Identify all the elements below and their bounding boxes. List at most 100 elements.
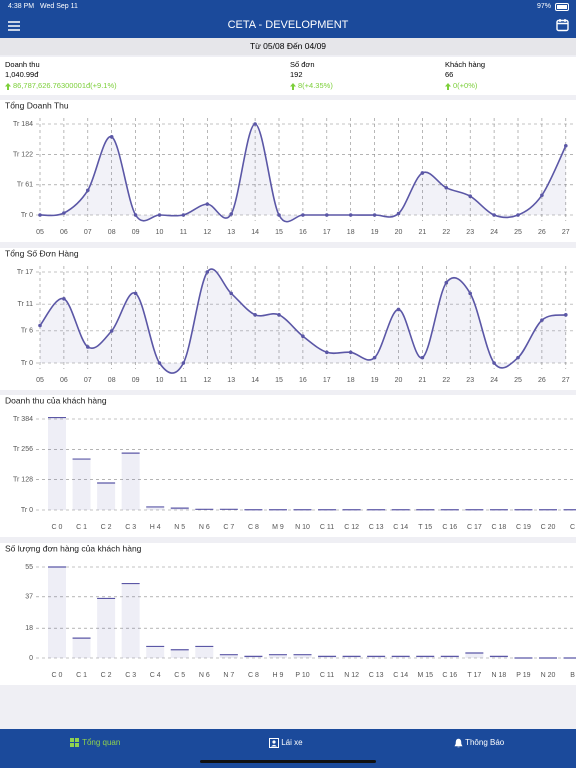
point bbox=[38, 323, 42, 328]
menu-button[interactable] bbox=[7, 20, 21, 32]
x-tick-label: 14 bbox=[251, 229, 259, 236]
x-tick-label: C 20 bbox=[541, 524, 556, 531]
y-tick-label: Tr 384 bbox=[13, 416, 33, 423]
tab[interactable]: Tổng quan bbox=[70, 738, 120, 748]
tab-label: Tổng quan bbox=[82, 738, 121, 748]
point bbox=[396, 211, 401, 216]
summary-label: Khách hàng bbox=[445, 60, 486, 69]
tab-icon bbox=[454, 738, 463, 748]
change-text: 0(+0%) bbox=[453, 81, 478, 90]
x-tick-label: C 16 bbox=[442, 672, 457, 679]
x-tick-label: C 2 bbox=[101, 672, 112, 679]
x-tick-label: C 17 bbox=[467, 524, 482, 531]
x-tick-label: H 9 bbox=[272, 672, 283, 679]
tab[interactable]: Thông Báo bbox=[454, 738, 504, 748]
x-tick-label: N 20 bbox=[541, 672, 556, 679]
x-tick-label: 13 bbox=[227, 377, 235, 384]
point bbox=[444, 280, 449, 285]
chart-title: Số lượng đơn hàng của khách hàng bbox=[5, 543, 142, 553]
point bbox=[253, 313, 257, 317]
x-tick-label: C 3 bbox=[125, 524, 136, 531]
point bbox=[348, 350, 353, 355]
chart-panel: Số lượng đơn hàng của khách hàng 0 18 37 55 C… bbox=[0, 543, 576, 685]
tab-icon bbox=[70, 738, 79, 747]
x-tick-label: 23 bbox=[466, 229, 474, 236]
point bbox=[205, 270, 210, 274]
x-tick-label: 10 bbox=[156, 229, 164, 236]
bar bbox=[146, 646, 165, 658]
x-tick-label: M 9 bbox=[272, 524, 284, 531]
x-tick-label: 25 bbox=[514, 229, 522, 236]
y-tick-label: Tr 11 bbox=[17, 301, 33, 308]
bar bbox=[146, 506, 165, 510]
bar bbox=[268, 654, 287, 658]
change-text: 8(+4.35%) bbox=[298, 81, 333, 90]
bar bbox=[121, 583, 140, 658]
point bbox=[301, 213, 305, 217]
x-tick-label: T 17 bbox=[467, 672, 481, 679]
point bbox=[229, 291, 233, 296]
point bbox=[301, 334, 305, 339]
x-tick-label: 10 bbox=[156, 377, 164, 384]
up-arrow bbox=[445, 82, 451, 90]
y-tick-label: Tr 17 bbox=[17, 269, 33, 276]
tab-label: Thông Báo bbox=[465, 738, 505, 748]
chart: Tổng Số Đơn Hàng Tr 0 Tr 6 Tr 11 Tr 17 05 06 07… bbox=[5, 248, 576, 384]
tab[interactable]: Lái xe bbox=[269, 738, 303, 748]
x-tick-label: 09 bbox=[132, 229, 140, 236]
y-tick-label: Tr 6 bbox=[21, 328, 33, 335]
x-tick-label: 19 bbox=[371, 229, 379, 236]
bar bbox=[72, 459, 91, 510]
bar bbox=[416, 656, 435, 658]
point bbox=[133, 291, 138, 296]
x-tick-label: C 3 bbox=[125, 672, 136, 679]
chart: Số lượng đơn hàng của khách hàng 0 18 37 55 C… bbox=[5, 543, 576, 679]
point bbox=[325, 350, 329, 355]
x-tick-label: 18 bbox=[347, 229, 355, 236]
x-tick-label: 09 bbox=[132, 377, 140, 384]
point bbox=[157, 361, 162, 365]
x-tick-label: 12 bbox=[203, 229, 211, 236]
bar bbox=[72, 638, 91, 658]
summary-change: 0(+0%) bbox=[445, 81, 477, 90]
point bbox=[38, 213, 42, 217]
x-tick-label: C 13 bbox=[369, 524, 384, 531]
x-tick-label: P 19 bbox=[516, 672, 530, 679]
x-tick-label: C 14 bbox=[393, 672, 408, 679]
bar bbox=[97, 598, 116, 658]
x-tick-label: 21 bbox=[419, 377, 427, 384]
x-tick-label: 18 bbox=[347, 377, 355, 384]
chart-panel: Doanh thu của khách hàng Tr 0 Tr 128 Tr 256… bbox=[0, 395, 576, 537]
bar bbox=[121, 453, 140, 510]
x-tick-label: C 12 bbox=[344, 524, 359, 531]
x-tick-label: 05 bbox=[36, 229, 44, 236]
header: 4:38 PM Wed Sep 11 97% CETA - DEVELOPMEN… bbox=[0, 0, 576, 38]
point bbox=[420, 171, 425, 175]
status-time: 4:38 PM bbox=[8, 3, 35, 10]
summary-label: Doanh thu bbox=[5, 60, 40, 69]
summary-change: 8(+4.35%) bbox=[290, 81, 333, 90]
line bbox=[39, 123, 567, 223]
x-tick-label: 20 bbox=[395, 229, 403, 236]
x-tick-label: M 15 bbox=[417, 672, 433, 679]
summary-label: Số đơn bbox=[290, 60, 315, 69]
y-tick-label: 18 bbox=[25, 625, 33, 632]
x-tick-label: 24 bbox=[490, 229, 498, 236]
point bbox=[468, 291, 473, 296]
bar bbox=[293, 654, 312, 658]
x-tick-label: 27 bbox=[562, 229, 570, 236]
x-tick-label: 14 bbox=[251, 377, 259, 384]
x-tick-label: C 2 bbox=[101, 524, 112, 531]
point bbox=[492, 213, 496, 217]
date-range[interactable]: Từ 05/08 Đến 04/09 bbox=[0, 38, 576, 55]
area bbox=[40, 269, 566, 374]
point bbox=[372, 355, 377, 360]
calendar-button[interactable] bbox=[556, 18, 569, 32]
chart: Tổng Doanh Thu Tr 0 Tr 61 Tr 122 Tr 184 05 06 0… bbox=[5, 100, 576, 236]
y-tick-label: 37 bbox=[25, 594, 33, 601]
up-arrow bbox=[290, 82, 296, 90]
x-tick-label: 15 bbox=[275, 377, 283, 384]
bar bbox=[219, 654, 238, 658]
bar bbox=[170, 508, 189, 510]
point bbox=[277, 313, 281, 317]
